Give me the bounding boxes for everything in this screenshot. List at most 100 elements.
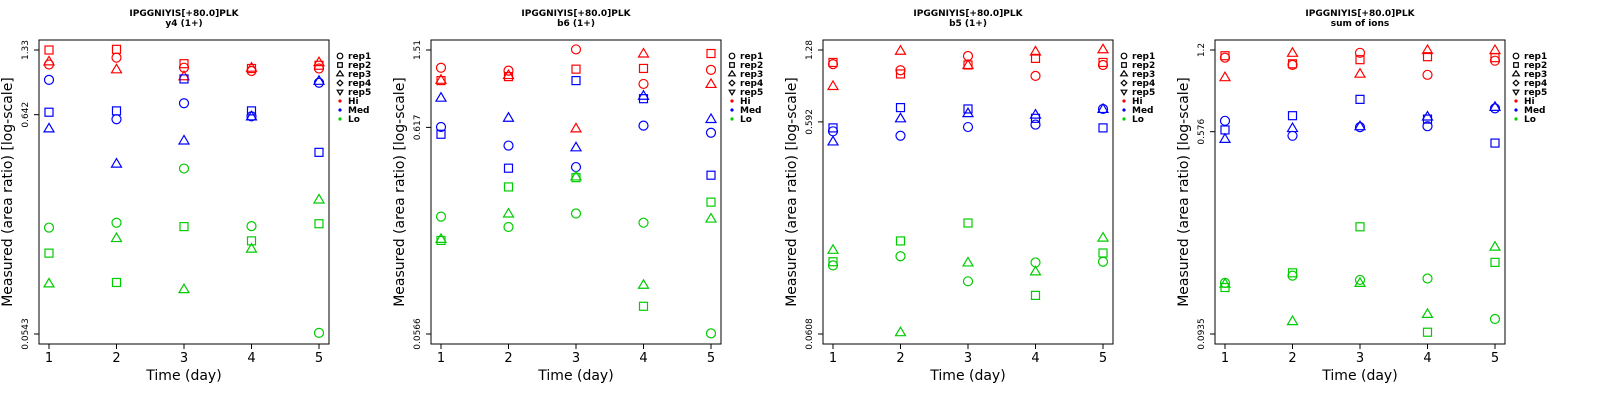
x-tick-label: 5 [1491, 351, 1499, 366]
legend-label-rep3: rep3 [1132, 70, 1155, 80]
data-point-hi-triangle [312, 55, 326, 67]
data-point-hi-circle [827, 59, 839, 70]
data-point-med-circle [1030, 119, 1041, 130]
data-point-hi-square [1422, 52, 1433, 62]
legend-symbol-med [1122, 108, 1126, 112]
x-tick-label: 4 [1423, 351, 1431, 366]
data-point-lo-square [111, 277, 122, 288]
data-point-med-triangle [1353, 120, 1367, 131]
data-point-lo-triangle [1353, 276, 1367, 287]
data-point-hi-circle [1219, 52, 1231, 63]
data-point-med-triangle [1029, 108, 1042, 119]
legend-label-hi: Hi [348, 97, 359, 107]
data-point-med-square [179, 74, 189, 84]
data-point-lo-triangle [1421, 307, 1434, 319]
data-point-lo-square [1490, 257, 1500, 267]
data-point-med-square [963, 104, 973, 114]
data-point-lo-circle [435, 211, 447, 222]
data-point-lo-triangle [569, 170, 583, 181]
data-point-hi-square [638, 63, 649, 74]
x-tick-label: 3 [180, 351, 188, 366]
x-tick-label: 2 [896, 351, 904, 366]
legend-label-rep3: rep3 [348, 70, 371, 80]
legend-symbol-hi [730, 99, 734, 103]
data-point-hi-circle [1287, 59, 1298, 70]
data-point-hi-circle [1097, 59, 1109, 71]
data-point-lo-circle [638, 217, 649, 228]
data-point-lo-triangle [42, 277, 56, 288]
legend-symbol-rep1 [1512, 52, 1520, 60]
data-point-hi-square [1355, 55, 1365, 65]
y-tick-label: 0.576 [1197, 119, 1207, 145]
legend-symbol-rep3 [727, 69, 737, 77]
data-point-med-triangle [961, 106, 975, 118]
chart-title: IPGGNIYIS[+80.0]PLK [129, 9, 239, 19]
y-axis-label: Measured (area ratio) [log-scale] [392, 77, 408, 307]
data-point-med-triangle [826, 135, 840, 146]
data-point-hi-circle [1489, 55, 1501, 66]
legend-symbol-rep4 [1120, 79, 1128, 87]
data-point-hi-circle [435, 62, 447, 73]
data-point-hi-circle [1354, 47, 1366, 58]
y-tick-label: 1.28 [805, 40, 815, 60]
data-point-hi-triangle [1286, 46, 1299, 57]
data-point-lo-circle [1354, 274, 1366, 286]
chart-title: IPGGNIYIS[+80.0]PLK [1305, 9, 1415, 19]
legend-symbol-lo [338, 117, 342, 121]
y-tick-label: 0.0566 [413, 318, 423, 350]
legend-symbol-hi [338, 99, 342, 103]
chart-subtitle: b5 (1+) [949, 19, 987, 29]
x-tick-label: 1 [437, 351, 445, 366]
data-point-med-circle [962, 121, 974, 133]
data-point-med-triangle [245, 110, 258, 121]
data-point-med-square [571, 76, 581, 86]
legend-symbol-lo [730, 117, 734, 121]
data-point-hi-circle [638, 78, 649, 90]
data-point-lo-circle [705, 328, 717, 339]
x-tick-label: 2 [504, 351, 512, 366]
data-point-med-triangle [312, 74, 326, 85]
data-point-med-triangle [434, 91, 448, 102]
data-point-lo-triangle [1488, 240, 1502, 251]
data-point-hi-triangle [434, 73, 448, 84]
data-point-lo-square [1098, 248, 1108, 258]
data-point-med-square [314, 147, 324, 157]
legend-symbol-rep1 [336, 52, 344, 60]
data-point-hi-triangle [894, 44, 907, 55]
data-point-hi-circle [895, 65, 906, 76]
data-point-hi-triangle [110, 63, 123, 74]
data-point-lo-circle [962, 276, 974, 287]
data-point-hi-circle [111, 52, 122, 63]
data-point-med-circle [705, 127, 717, 138]
data-point-med-triangle [110, 157, 123, 168]
data-point-hi-triangle [1218, 70, 1232, 82]
x-tick-label: 5 [707, 351, 715, 366]
legend-symbol-rep5 [1512, 89, 1520, 96]
legend-symbol-rep5 [336, 89, 344, 96]
legend-symbol-hi [1122, 99, 1126, 103]
legend-label-med: Med [348, 106, 370, 116]
legend-label-hi: Hi [1524, 97, 1535, 107]
x-tick-label: 1 [45, 351, 53, 366]
legend-symbol-rep3 [335, 69, 345, 77]
legend-label-rep4: rep4 [1524, 79, 1547, 89]
data-point-lo-circle [1287, 270, 1298, 281]
data-point-lo-circle [178, 163, 190, 174]
y-tick-label: 0.0543 [21, 318, 31, 350]
legend-label-rep1: rep1 [348, 52, 371, 62]
data-point-lo-circle [1489, 313, 1501, 325]
x-axis-label: Time (day) [1321, 368, 1397, 384]
data-point-lo-square [1422, 327, 1433, 337]
x-tick-label: 3 [1356, 351, 1364, 366]
data-point-lo-triangle [637, 278, 650, 289]
data-point-med-circle [111, 114, 122, 125]
data-point-hi-triangle [1353, 67, 1367, 78]
legend-label-rep3: rep3 [740, 70, 763, 80]
legend-label-lo: Lo [1132, 115, 1144, 125]
data-point-hi-square [44, 45, 54, 55]
legend-symbol-rep5 [1120, 89, 1128, 96]
